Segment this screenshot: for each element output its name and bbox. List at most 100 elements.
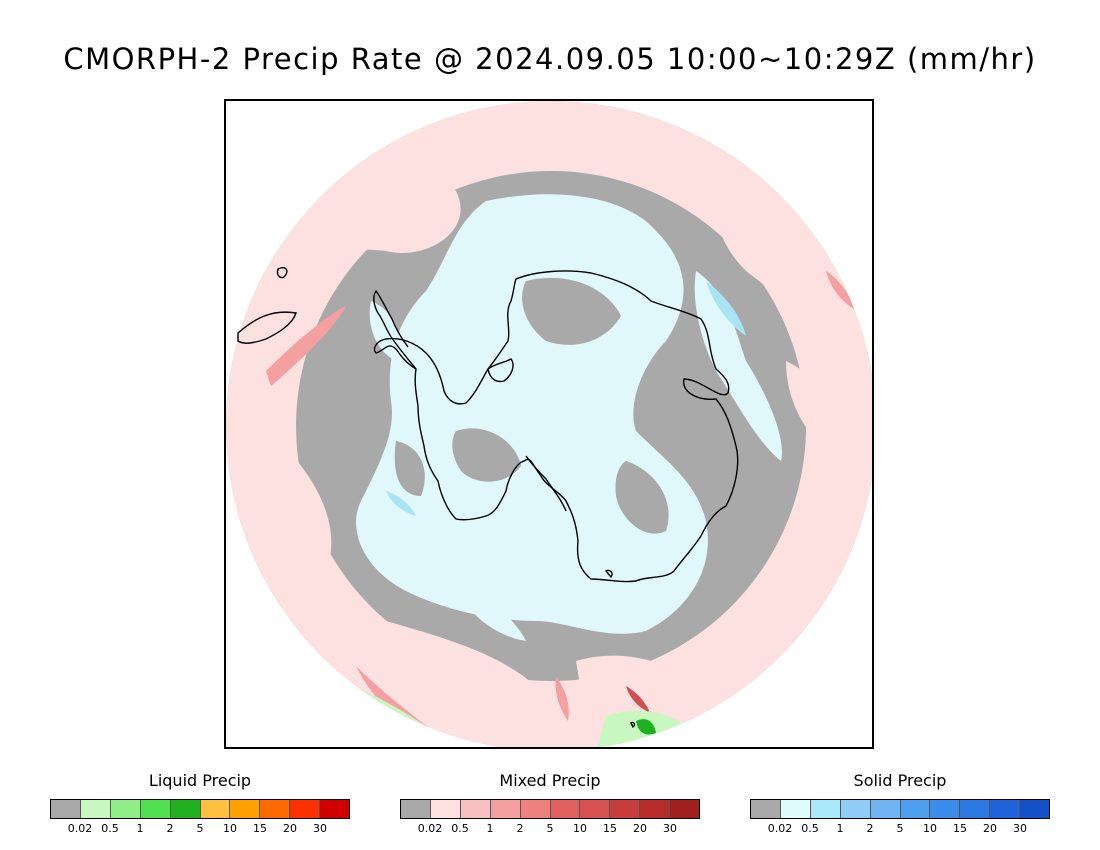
mixed-precip-area bbox=[386, 621, 556, 726]
legend-swatch bbox=[870, 800, 901, 818]
legend-tick-label: 0.5 bbox=[451, 822, 469, 835]
legend-swatch bbox=[640, 800, 671, 818]
map-frame bbox=[224, 99, 874, 749]
solid-precip-area bbox=[446, 571, 526, 641]
legend-solid: Solid Precip 0.02 0.5 1 2 5 10 15 20 30 bbox=[750, 770, 1050, 837]
island-coastline bbox=[604, 569, 613, 579]
legend-liquid: Liquid Precip 0.02 0.5 1 2 5 10 15 20 30 bbox=[50, 770, 350, 837]
legend-tick-label: 15 bbox=[253, 822, 267, 835]
legend-tick-label: 20 bbox=[983, 822, 997, 835]
solid-precip-streak bbox=[386, 491, 416, 516]
color-bar bbox=[50, 799, 350, 819]
solid-precip-area bbox=[356, 194, 708, 634]
color-bar bbox=[750, 799, 1050, 819]
tick-labels: 0.02 0.5 1 2 5 10 15 20 30 bbox=[50, 819, 350, 837]
legend-tick-label: 15 bbox=[603, 822, 617, 835]
legend-tick-label: 5 bbox=[896, 822, 904, 835]
island-coastline bbox=[276, 267, 288, 279]
legend-swatch bbox=[580, 800, 611, 818]
legend-swatch bbox=[550, 800, 581, 818]
legend-mixed: Mixed Precip 0.02 0.5 1 2 5 10 15 20 30 bbox=[400, 770, 700, 837]
no-precip-area bbox=[394, 441, 425, 496]
legend-swatch bbox=[260, 800, 291, 818]
legend-swatch bbox=[51, 800, 81, 818]
legend-swatch bbox=[320, 800, 350, 818]
legend-tick-label: 30 bbox=[663, 822, 677, 835]
antarctica-coastline bbox=[373, 270, 739, 583]
legend-tick-label: 1 bbox=[486, 822, 494, 835]
legend-swatch bbox=[290, 800, 321, 818]
tick-labels: 0.02 0.5 1 2 5 10 15 20 30 bbox=[750, 819, 1050, 837]
no-precip-area bbox=[615, 461, 669, 534]
map-title: CMORPH-2 Precip Rate @ 2024.09.05 10:00~… bbox=[63, 42, 1037, 76]
mixed-precip-area bbox=[715, 171, 866, 327]
legend-swatch bbox=[960, 800, 991, 818]
tick-labels: 0.02 0.5 1 2 5 10 15 20 30 bbox=[400, 819, 700, 837]
solid-precip-streak bbox=[706, 281, 746, 336]
legend-swatch bbox=[80, 800, 111, 818]
legend-swatch bbox=[990, 800, 1021, 818]
legend-swatch bbox=[460, 800, 491, 818]
legend-tick-label: 20 bbox=[283, 822, 297, 835]
legend-swatch bbox=[140, 800, 171, 818]
legend-swatch bbox=[610, 800, 641, 818]
legend-swatch bbox=[230, 800, 261, 818]
legend-swatch bbox=[200, 800, 231, 818]
legend-tick-label: 1 bbox=[836, 822, 844, 835]
legend-swatch bbox=[401, 800, 431, 818]
mixed-precip-core bbox=[626, 686, 650, 713]
legend-tick-label: 0.02 bbox=[767, 822, 793, 835]
south-america-coastline bbox=[237, 311, 297, 344]
legend-tick-label: 0.02 bbox=[417, 822, 443, 835]
legend-swatch bbox=[840, 800, 871, 818]
legend-tick-label: 2 bbox=[166, 822, 174, 835]
legend-tick-label: 15 bbox=[953, 822, 967, 835]
legend-swatch bbox=[780, 800, 811, 818]
legend-tick-label: 0.02 bbox=[67, 822, 93, 835]
legend-swatch bbox=[1020, 800, 1050, 818]
legend-swatch bbox=[930, 800, 961, 818]
legend-tick-label: 10 bbox=[923, 822, 937, 835]
legend-tick-label: 10 bbox=[573, 822, 587, 835]
legend-swatch bbox=[520, 800, 551, 818]
legend-tick-label: 0.5 bbox=[101, 822, 119, 835]
legend-swatch bbox=[810, 800, 841, 818]
antarctic-peninsula bbox=[373, 289, 417, 370]
color-bar bbox=[400, 799, 700, 819]
precip-map bbox=[226, 101, 872, 747]
mixed-precip-streak bbox=[826, 271, 854, 309]
legend-swatch bbox=[170, 800, 201, 818]
mixed-precip-streak bbox=[555, 676, 569, 721]
legend-swatch bbox=[490, 800, 521, 818]
mixed-precip-area bbox=[236, 431, 332, 573]
legend-tick-label: 2 bbox=[516, 822, 524, 835]
weddell-ice-shelf-edge bbox=[487, 358, 514, 383]
legend-tick-label: 5 bbox=[196, 822, 204, 835]
legend-title: Solid Precip bbox=[853, 771, 947, 790]
legend-swatch bbox=[430, 800, 461, 818]
no-precip-area bbox=[452, 428, 521, 482]
legend-swatch bbox=[670, 800, 700, 818]
legend-tick-label: 30 bbox=[313, 822, 327, 835]
precip-field bbox=[226, 101, 872, 747]
solid-precip-area bbox=[694, 271, 782, 461]
no-precip-area bbox=[522, 277, 621, 345]
legend-title: Liquid Precip bbox=[148, 771, 252, 790]
legend-tick-label: 5 bbox=[546, 822, 554, 835]
legend-swatch bbox=[900, 800, 931, 818]
liquid-precip-core bbox=[636, 719, 656, 735]
mixed-precip-area bbox=[786, 361, 858, 471]
legend-tick-label: 10 bbox=[223, 822, 237, 835]
island-coastline bbox=[630, 721, 636, 729]
mixed-precip-area bbox=[286, 173, 461, 253]
ross-ice-shelf-edge bbox=[525, 455, 567, 512]
legend-tick-label: 2 bbox=[866, 822, 874, 835]
legend-swatch bbox=[751, 800, 781, 818]
legend-swatch bbox=[110, 800, 141, 818]
legend-title: Mixed Precip bbox=[499, 771, 601, 790]
legend-tick-label: 30 bbox=[1013, 822, 1027, 835]
mixed-precip-streak bbox=[266, 306, 346, 386]
legend-tick-label: 1 bbox=[136, 822, 144, 835]
legend-tick-label: 20 bbox=[633, 822, 647, 835]
legend-tick-label: 0.5 bbox=[801, 822, 819, 835]
